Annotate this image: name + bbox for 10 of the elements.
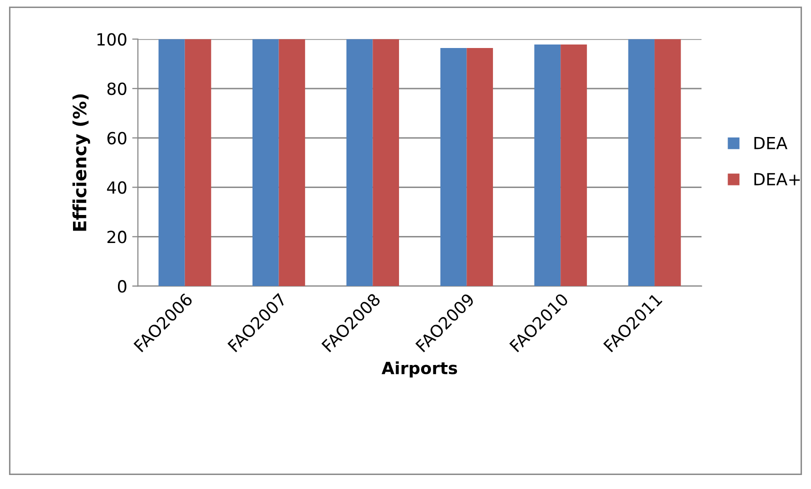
y-tick-label: 0 (118, 280, 126, 293)
y-tick-label: 80 (107, 82, 126, 96)
y-tick-label: 40 (107, 181, 126, 194)
legend-label: DEA+ (754, 173, 800, 186)
x-axis-title: Airports (382, 361, 458, 378)
y-tick-label: 60 (107, 132, 126, 144)
y-axis-title: Efficiency (%) (72, 94, 90, 231)
y-tick-label: 20 (107, 230, 126, 244)
y-tick-label: 100 (97, 33, 126, 46)
legend-label: DEA (754, 136, 788, 150)
